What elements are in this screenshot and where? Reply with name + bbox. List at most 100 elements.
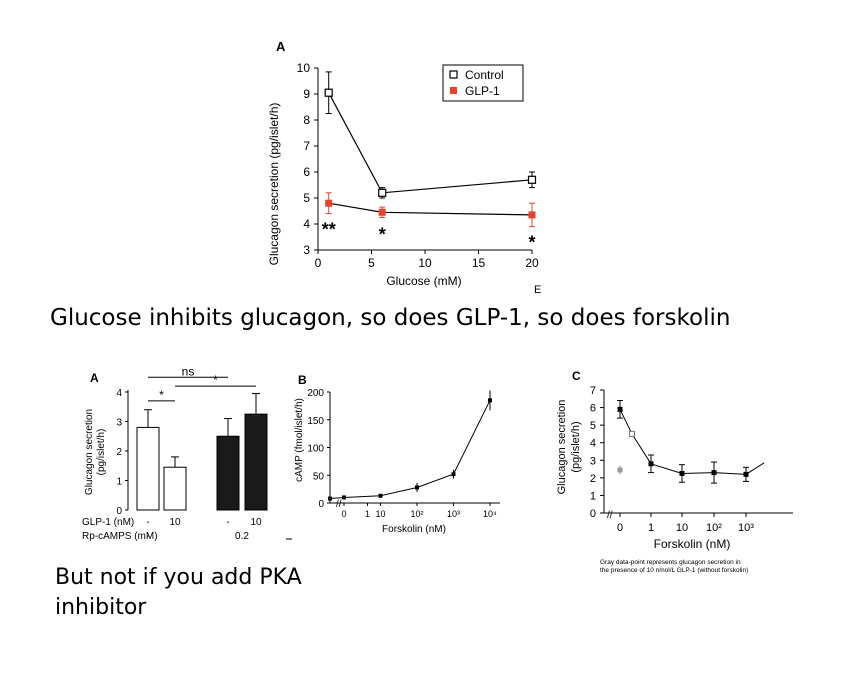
data-point (415, 485, 419, 490)
y-tick-label: 5 (590, 420, 596, 432)
y-axis-label: cAMP (fmol/islet/h) (294, 398, 305, 482)
legend: Control GLP-1 (442, 64, 524, 102)
legend-glp1-label: GLP-1 (465, 84, 500, 98)
data-point (378, 208, 386, 216)
significance-label: * (159, 388, 164, 402)
x-tick-label: 10 (676, 522, 688, 534)
x-tick-label: 20 (525, 256, 539, 270)
x-tick-label: 1 (365, 509, 370, 519)
data-point (711, 470, 717, 476)
significance-label: ns (182, 364, 195, 378)
y-tick-label: 6 (303, 165, 310, 179)
data-point (378, 493, 383, 498)
series-line (329, 400, 491, 500)
y-tick-label: 100 (307, 444, 324, 455)
legend-control-marker (449, 70, 458, 79)
significance-label: * (213, 373, 218, 387)
y-tick-label: 7 (303, 139, 310, 153)
camp-chart: B 0 50 100 150 200 0 1 10 10² 10³ 10⁴ // cAMP (fmol… (286, 373, 500, 540)
data-point (528, 211, 536, 219)
data-point (451, 472, 456, 477)
x-tick-label: 10² (706, 522, 722, 534)
corner-letter: E (534, 284, 541, 296)
x-tick-label: 10 (418, 256, 432, 270)
legend-control-label: Control (465, 68, 504, 82)
panel-letter: A (90, 371, 99, 385)
series-line-1 (328, 202, 533, 216)
y-tick-label: 4 (116, 388, 122, 399)
y-tick-label: 10 (297, 61, 311, 75)
rp-value: - (146, 531, 149, 542)
y-axis-label-line1: Glucagon secretion (84, 409, 95, 495)
y-tick-label: 1 (116, 477, 122, 488)
y-tick-label: 0 (318, 499, 324, 510)
panel-letter: A (276, 39, 286, 54)
data-point (679, 470, 685, 476)
data-point (629, 430, 635, 437)
x-axis-label: Forskolin (nM) (654, 537, 731, 551)
y-tick-label: 3 (303, 243, 310, 257)
note-line2: the presence of 10 nmol/L GLP-1 (without… (600, 567, 748, 574)
y-tick-label: 2 (590, 473, 596, 485)
x-axis-label: Glucose (mM) (386, 274, 461, 288)
forskolin-chart-plot: 0 1 2 3 4 5 6 7 0 1 10 10² 10³ // (590, 385, 793, 534)
y-tick-label: 0 (590, 508, 596, 520)
panel-letter: B (298, 373, 307, 387)
series-line (619, 409, 765, 475)
gray-data-point (617, 467, 623, 473)
x-tick-label: 10² (410, 509, 423, 519)
y-tick-label: 4 (303, 217, 310, 231)
y-tick-label: 4 (590, 438, 596, 450)
y-tick-label: 8 (303, 113, 310, 127)
y-tick-label: 5 (303, 191, 310, 205)
note-line1: Gray data-point represents glucagon secr… (600, 559, 741, 566)
bar (163, 466, 187, 511)
significance-mark: ** (322, 219, 336, 239)
camp-chart-plot: 0 50 100 150 200 0 1 10 10² 10³ 10⁴ // (307, 388, 500, 519)
forskolin-glucagon-chart: C 0 1 2 3 4 5 6 7 0 1 10 10² 10³ // Glucagon secretio… (556, 369, 793, 574)
y-axis-label: Glucagon secretion (pg/islet/h) (267, 103, 281, 266)
x-tick-label: 10³ (447, 509, 460, 519)
data-point (743, 471, 749, 477)
data-point (648, 461, 654, 467)
x-axis-label: Forskolin (nM) (382, 524, 446, 535)
glp1-value: - (146, 517, 149, 528)
row-label-glp1: GLP-1 (nM) (82, 517, 134, 528)
data-point (617, 406, 623, 412)
data-point (488, 398, 492, 403)
x-tick-label: 0 (341, 509, 346, 519)
legend-glp1-marker (450, 87, 457, 94)
data-point (325, 199, 333, 207)
x-tick-label: 5 (368, 256, 375, 270)
y-tick-label: 150 (307, 416, 324, 427)
y-axis-label-line2: (pg/islet/h) (570, 421, 582, 472)
x-tick-label: 15 (472, 256, 486, 270)
y-tick-label: 6 (590, 403, 596, 415)
y-axis-label-line1: Glucagon secretion (556, 400, 568, 495)
y-tick-label: 2 (116, 447, 122, 458)
pka-caption: But not if you add PKA inhibitor (55, 565, 302, 620)
y-tick-label: 3 (116, 418, 122, 429)
bar (244, 413, 268, 511)
series-line-0 (328, 92, 533, 194)
x-tick-label: 1 (648, 522, 654, 534)
y-tick-label: 50 (313, 471, 325, 482)
significance-mark: * (379, 225, 386, 245)
glp1-value: 10 (169, 517, 181, 528)
bar (216, 435, 240, 511)
axis-break: // (607, 510, 613, 521)
x-tick-label: 10³ (738, 522, 754, 534)
y-tick-label: 200 (307, 388, 324, 399)
data-point (527, 175, 537, 184)
axis-break: // (336, 499, 342, 510)
glp1-value: 10 (250, 517, 262, 528)
panel-letter: C (572, 369, 581, 383)
main-caption: Glucose inhibits glucagon, so does GLP-1… (50, 305, 731, 331)
x-tick-label: 0 (617, 522, 623, 534)
bar (136, 426, 160, 511)
data-point (342, 495, 346, 500)
